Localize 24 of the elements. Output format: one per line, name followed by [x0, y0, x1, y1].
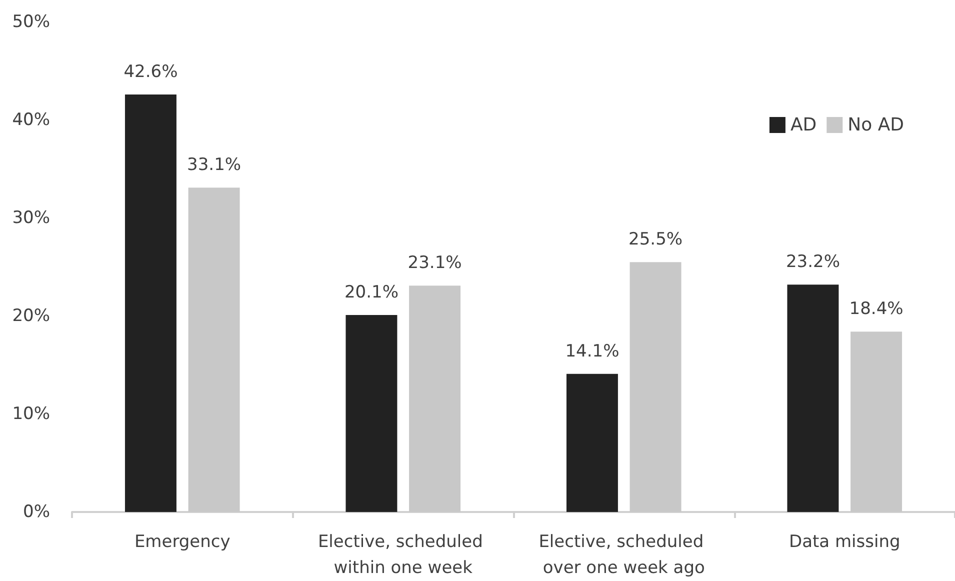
data-label: 14.1%: [565, 341, 620, 362]
y-tick-label: 30%: [12, 208, 50, 228]
bar: [566, 374, 618, 512]
data-label: 25.5%: [628, 230, 683, 250]
x-tick-label: Elective, scheduled over one week ago: [538, 532, 710, 578]
y-tick-label: 10%: [12, 404, 50, 424]
data-label: 33.1%: [187, 155, 242, 176]
data-label: 18.4%: [849, 299, 904, 320]
data-label: 42.6%: [124, 62, 178, 82]
data-label: 23.2%: [786, 252, 840, 272]
data-label: 20.1%: [344, 282, 398, 303]
y-tick-label: 20%: [12, 306, 50, 326]
y-tick-label: 0%: [23, 502, 50, 522]
bar: [346, 315, 398, 512]
x-tick-label: Emergency: [134, 532, 230, 552]
bar: [787, 284, 839, 512]
x-tick-label: Data missing: [788, 532, 900, 552]
bar: [124, 94, 176, 512]
data-label: 23.1%: [408, 253, 462, 274]
x-tick-label: Elective, scheduled within one week: [318, 532, 488, 578]
legend-label: No AD: [848, 114, 904, 136]
y-tick-label: 40%: [12, 110, 50, 130]
y-tick-label: 50%: [12, 12, 50, 32]
legend-label: AD: [790, 114, 817, 136]
